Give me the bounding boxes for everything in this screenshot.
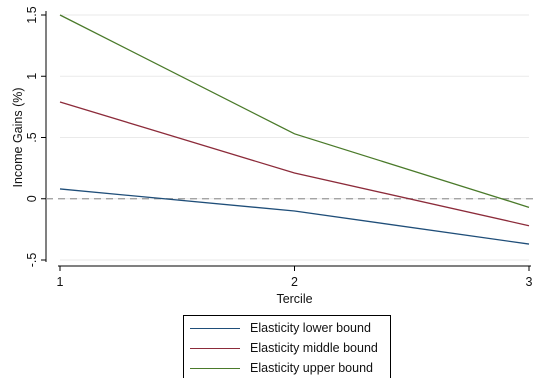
y-tick-label-4: 1.5 — [25, 6, 39, 23]
x-axis-label: Tercile — [276, 292, 312, 306]
y-tick-label-1: 0 — [25, 195, 39, 202]
legend-item-middle: Elasticity middle bound — [190, 338, 378, 358]
x-tick-label-1: 2 — [291, 275, 298, 289]
y-ticks: -.5 0 .5 1 1.5 — [25, 6, 46, 267]
x-tick-label-0: 1 — [57, 275, 64, 289]
series-line-0 — [59, 188, 530, 245]
y-tick-label-0: -.5 — [25, 253, 39, 268]
x-ticks: 1 2 3 — [57, 266, 533, 289]
legend-label-middle: Elasticity middle bound — [250, 341, 378, 355]
legend-swatch-middle — [190, 347, 240, 349]
y-tick-label-2: .5 — [25, 132, 39, 142]
y-axis-label: Income Gains (%) — [11, 87, 25, 187]
x-tick-label-2: 3 — [526, 275, 533, 289]
legend-swatch-upper — [190, 367, 240, 369]
series-group — [59, 14, 530, 245]
legend: Elasticity lower bound Elasticity middle… — [183, 315, 391, 378]
legend-label-lower: Elasticity lower bound — [250, 321, 371, 335]
y-tick-label-3: 1 — [25, 73, 39, 80]
series-line-1 — [59, 101, 530, 227]
legend-swatch-lower — [190, 327, 240, 329]
legend-item-upper: Elasticity upper bound — [190, 358, 373, 378]
grid-lines — [60, 14, 529, 261]
legend-label-upper: Elasticity upper bound — [250, 361, 373, 375]
line-chart: -.5 0 .5 1 1.5 1 2 3 Income Gains (%) Tercile — [11, 6, 533, 306]
series-line-2 — [59, 14, 530, 208]
legend-item-lower: Elasticity lower bound — [190, 318, 371, 338]
